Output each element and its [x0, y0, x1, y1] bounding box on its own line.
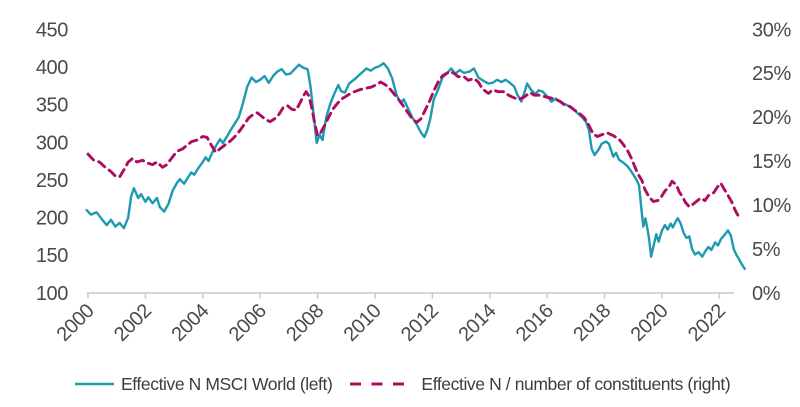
legend-label-effective-n: Effective N MSCI World (left) — [121, 373, 333, 394]
x-axis-tick-label: 2008 — [282, 300, 328, 346]
x-axis-tick-label: 2018 — [569, 300, 615, 346]
x-axis-tick-label: 2006 — [225, 300, 271, 346]
right-axis-tick-label: 20% — [752, 107, 791, 129]
series-line-effective-n — [85, 62, 746, 270]
right-axis-tick-label: 25% — [752, 63, 791, 85]
right-axis-tick-label: 10% — [752, 195, 791, 217]
legend-label-effective-n-ratio: Effective N / number of constituents (ri… — [421, 373, 731, 394]
left-axis-tick-label: 200 — [36, 208, 68, 230]
left-axis-tick-label: 150 — [36, 245, 68, 267]
x-axis-tick-label: 2002 — [110, 300, 156, 346]
series-line-effective-n-ratio — [86, 70, 740, 218]
right-axis-tick-label: 5% — [752, 239, 781, 261]
dual-axis-line-chart: 2000 2002 2004 2006 2008 2010 2012 2014 2016 2018… — [36, 19, 792, 346]
left-axis-tick-label: 350 — [36, 95, 68, 117]
x-axis-tick-label: 2020 — [627, 300, 673, 346]
x-axis-tick-label: 2012 — [397, 300, 443, 346]
x-axis-tick-label: 2014 — [454, 300, 500, 346]
right-axis-tick-label: 30% — [752, 19, 791, 41]
legend-swatch-dashed-line — [350, 382, 415, 386]
x-axis-tick-label: 2016 — [512, 300, 558, 346]
left-axis-tick-label: 100 — [36, 283, 68, 305]
right-axis-tick-label: 15% — [752, 151, 791, 173]
left-axis-tick-label: 450 — [36, 19, 68, 41]
x-axis-tick-label: 2004 — [167, 300, 213, 346]
chart-legend: Effective N MSCI World (left) Effective … — [74, 372, 731, 396]
x-axis-tick-label: 2010 — [340, 300, 386, 346]
left-axis-tick-label: 300 — [36, 132, 68, 154]
right-axis-tick-label: 0% — [752, 283, 781, 305]
x-axis-tick-label: 2000 — [53, 300, 99, 346]
left-axis-tick-label: 400 — [36, 57, 68, 79]
x-axis-tick-label: 2022 — [684, 300, 730, 346]
left-axis-tick-label: 250 — [36, 170, 68, 192]
legend-swatch-solid-line — [75, 382, 114, 386]
